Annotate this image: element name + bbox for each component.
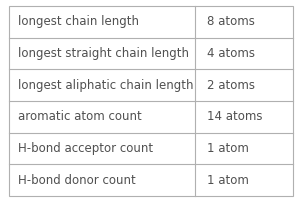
Text: 1 atom: 1 atom — [207, 174, 249, 187]
Text: longest straight chain length: longest straight chain length — [18, 47, 189, 60]
Text: 2 atoms: 2 atoms — [207, 79, 255, 92]
Text: aromatic atom count: aromatic atom count — [18, 110, 142, 123]
Text: H-bond donor count: H-bond donor count — [18, 174, 136, 187]
Text: 8 atoms: 8 atoms — [207, 15, 255, 28]
Text: H-bond acceptor count: H-bond acceptor count — [18, 142, 153, 155]
Text: 14 atoms: 14 atoms — [207, 110, 262, 123]
Text: 4 atoms: 4 atoms — [207, 47, 255, 60]
Text: longest chain length: longest chain length — [18, 15, 139, 28]
Text: 1 atom: 1 atom — [207, 142, 249, 155]
Text: longest aliphatic chain length: longest aliphatic chain length — [18, 79, 194, 92]
